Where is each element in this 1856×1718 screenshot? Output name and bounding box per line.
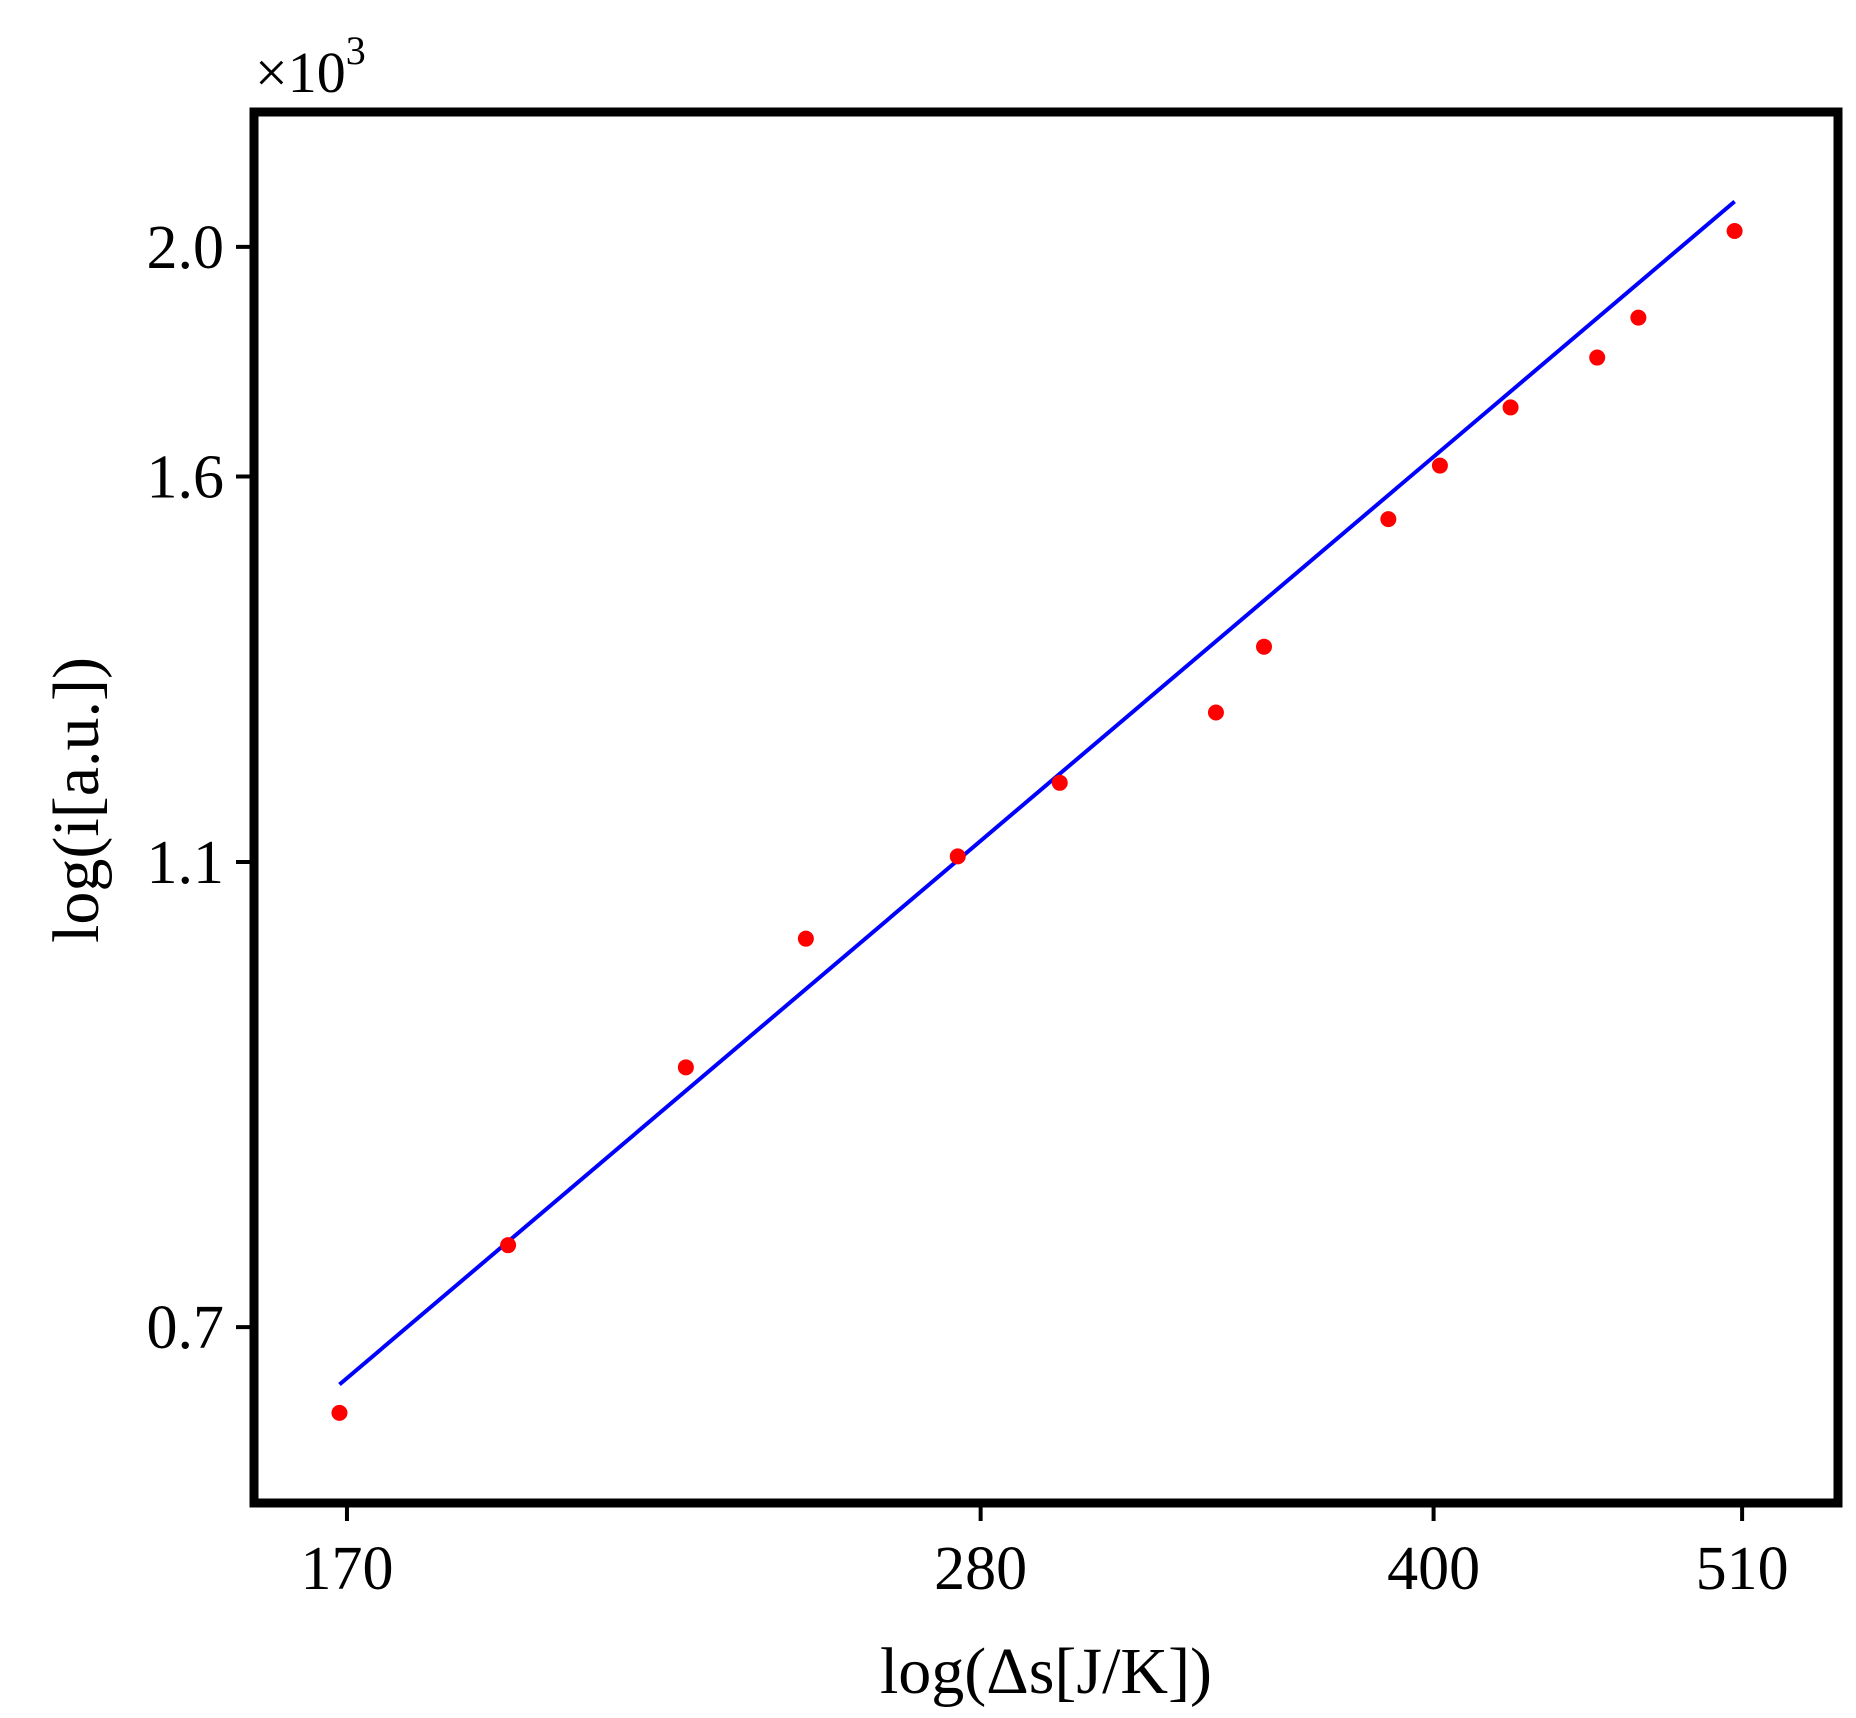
- x-tick-label: 400: [1387, 1535, 1480, 1603]
- data-point: [1502, 399, 1519, 416]
- data-point: [1256, 638, 1273, 655]
- y-tick-label: 1.6: [147, 443, 225, 511]
- x-axis-ticks: 170 280 400 510: [300, 1503, 1789, 1603]
- data-point: [331, 1404, 348, 1421]
- y-tick-label: 0.7: [147, 1294, 225, 1362]
- data-point: [1630, 309, 1647, 326]
- x-tick-label: 280: [934, 1535, 1027, 1603]
- y-axis-multiplier-base: ×10: [255, 40, 346, 105]
- plot-frame: [249, 107, 1843, 1508]
- x-axis-title: log(Δs[J/K]): [880, 1635, 1212, 1708]
- x-tick-label: 510: [1696, 1535, 1789, 1603]
- y-axis-title: log(i[a.u.]): [40, 657, 113, 943]
- y-tick-label: 1.1: [147, 829, 225, 897]
- series-layer: [331, 200, 1743, 1421]
- y-axis-ticks: 0.7 1.1 1.6 2.0: [147, 214, 254, 1362]
- data-point: [797, 930, 814, 947]
- data-point: [1380, 511, 1397, 528]
- fit-line: [338, 200, 1736, 1387]
- data-point: [1431, 457, 1448, 474]
- y-tick-label: 2.0: [147, 214, 225, 282]
- data-point: [949, 848, 966, 865]
- data-point: [1051, 774, 1068, 791]
- data-point: [677, 1059, 694, 1076]
- data-point: [500, 1237, 517, 1254]
- data-point: [1726, 223, 1743, 240]
- data-point: [1207, 704, 1224, 721]
- y-axis-multiplier: ×103: [255, 28, 366, 105]
- x-tick-label: 170: [300, 1535, 393, 1603]
- data-point: [1589, 349, 1606, 366]
- y-axis-multiplier-exponent: 3: [346, 28, 366, 73]
